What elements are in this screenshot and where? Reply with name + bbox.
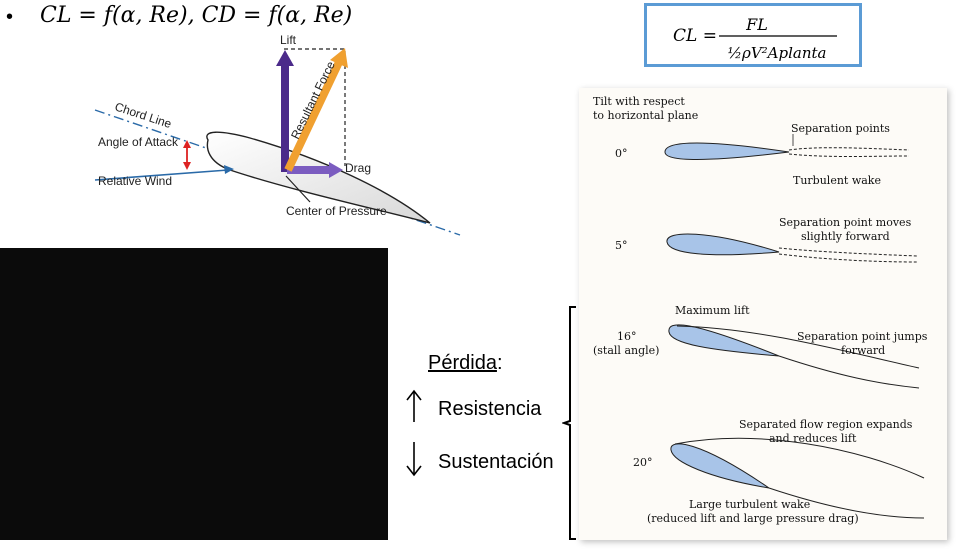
lift-coefficient-formula-box: CL = FL ½ρV²Aplanta [644,3,862,67]
video-placeholder-panel [0,248,388,540]
case-label-0: Maximum lift [675,304,750,317]
case-20-deg: Separated flow region expands and reduce… [633,418,925,525]
panel-header-line1: Tilt with respect [593,95,685,108]
resultant-force-arrow [284,58,344,172]
lift-arrow [281,62,289,172]
wake-lines [778,247,918,263]
aoa-arrowhead-down [183,162,191,170]
wake-boundary [674,437,925,519]
case-angle: 20° [633,456,653,469]
airfoil-shape [668,324,780,357]
down-arrow-icon [406,442,422,477]
resultant-arrowhead [330,48,348,68]
case-label-3: Large turbulent wake [689,498,810,511]
lift-arrowhead [276,50,294,66]
airfoil-force-diagram: Lift Drag Resultant Force Chord Line Ang… [94,33,461,236]
aoa-arrowhead-up [183,140,191,148]
case-label-2: Turbulent wake [793,174,881,187]
relative-wind-arrowhead [224,165,234,174]
perdida-colon: : [496,352,503,374]
case-label-1: Separation points [791,122,890,135]
center-of-pressure-pointer [285,175,311,203]
angle-of-attack-label: Angle of Attack [98,135,179,149]
lift-drag-coefficient-equation: CL = f(α, Re), CD = f(α, Re) [40,3,353,28]
case-5-deg: 5° Separation point moves slightly forwa… [615,216,918,263]
case-label-2: forward [841,344,885,357]
case-label-2: slightly forward [801,230,890,243]
relative-wind-arrow [94,169,229,181]
wake-lines [788,147,910,157]
case-angle: 16° [617,330,637,343]
airfoil-shape [670,443,770,489]
case-label-4: (reduced lift and large pressure drag) [647,512,859,525]
chord-line-label: Chord Line [113,100,173,132]
case-0-deg: 0° Separation points Turbulent wake [615,122,910,187]
airfoil-shape [664,142,790,160]
resultant-force-label: Resultant Force [288,59,338,142]
case-sub: (stall angle) [593,344,659,357]
up-arrow-icon [406,389,422,422]
case-angle: 0° [615,147,628,160]
center-of-pressure-label: Center of Pressure [286,204,387,218]
drag-arrow [287,166,331,174]
sustentacion-label: Sustentación [438,451,554,473]
case-label-1: Separated flow region expands [739,418,913,431]
case-label-2: and reduces lift [769,432,857,445]
formula-numerator: FL [745,15,768,34]
relative-wind-label: Relative Wind [98,174,172,188]
resistencia-label: Resistencia [438,398,542,420]
perdida-word: Pérdida [428,352,497,374]
case-label-1: Separation point moves [779,216,912,229]
case-angle: 5° [615,239,628,252]
panel-header-line2: to horizontal plane [593,109,698,122]
formula-denominator: ½ρV²Aplanta [727,44,826,62]
drag-label: Drag [345,161,371,175]
perdida-heading: Pérdida: [428,352,503,375]
wake-boundary [676,325,920,389]
bracket-icon [562,306,576,540]
lift-label: Lift [280,33,297,47]
case-16-deg: Maximum lift 16° (stall angle) Separatio… [593,304,928,389]
formula-lhs: CL = [673,26,717,46]
stall-progression-panel: Tilt with respect to horizontal plane 0°… [579,88,947,540]
airfoil-shape [666,233,780,256]
case-label-1: Separation point jumps [797,330,928,343]
bullet-point: • [6,6,14,28]
drag-arrowhead [329,162,343,178]
